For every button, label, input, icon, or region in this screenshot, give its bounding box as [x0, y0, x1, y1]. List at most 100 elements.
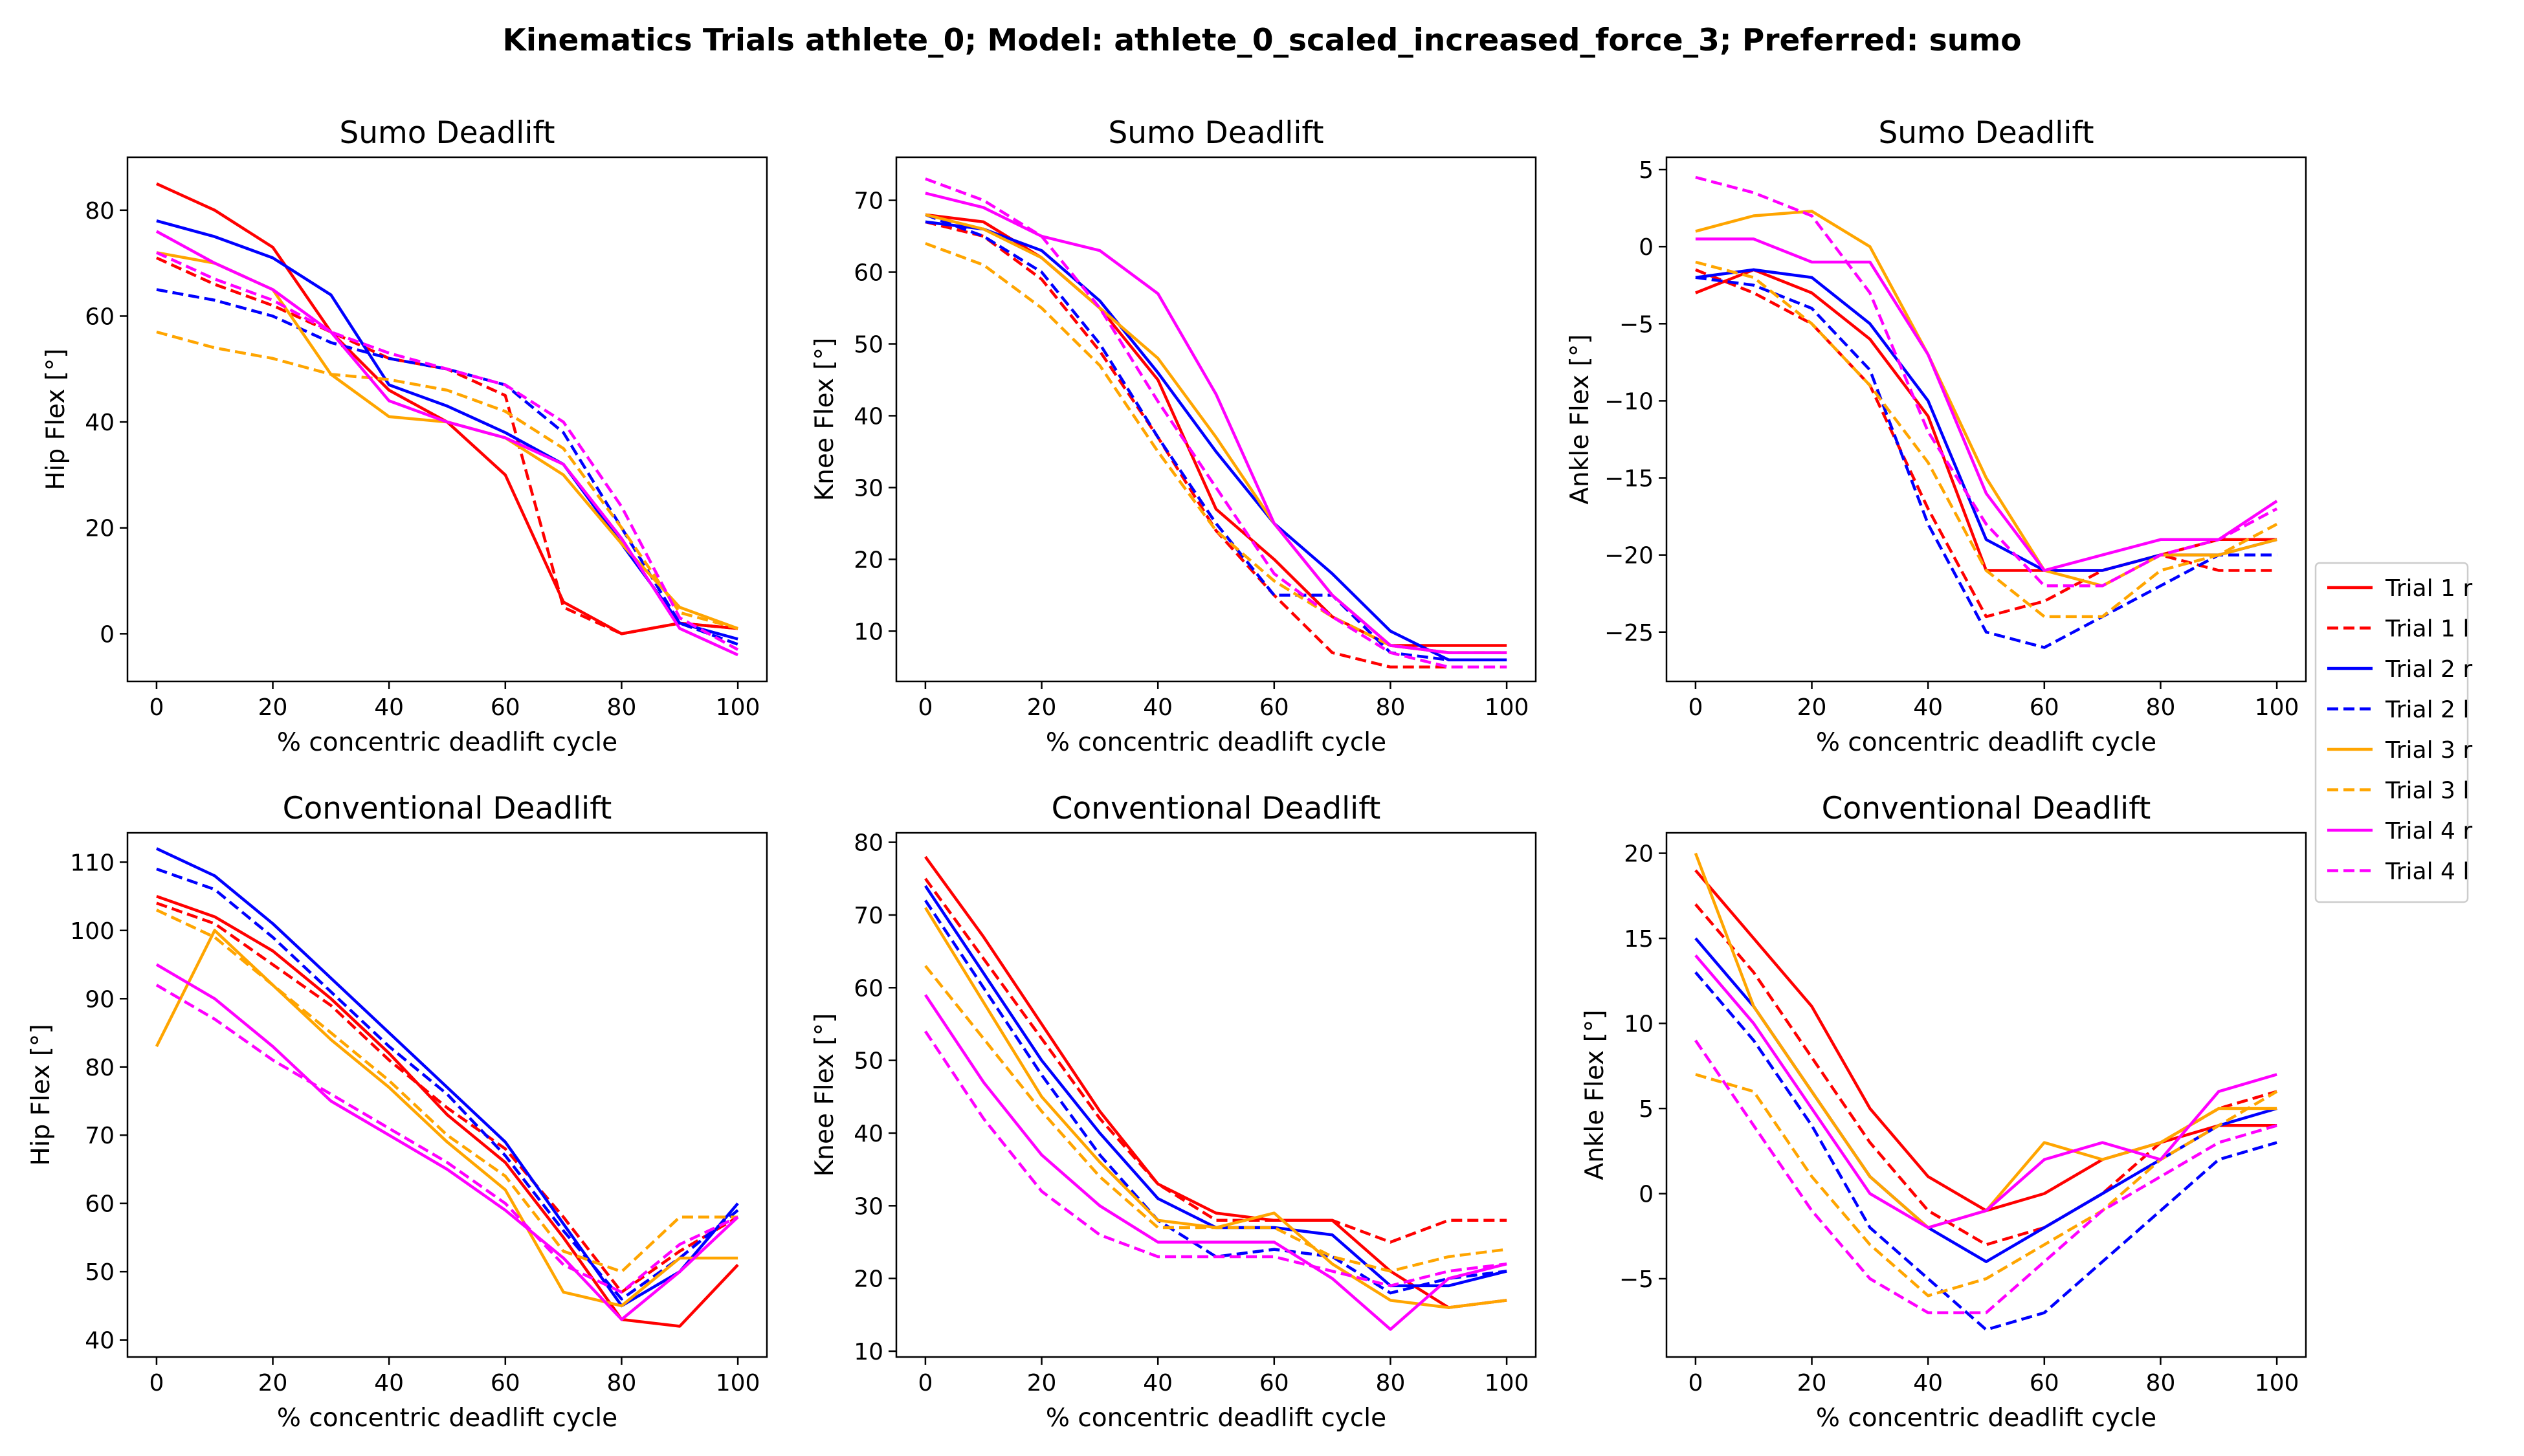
x-tick-label: 20 — [258, 1370, 288, 1396]
x-tick-label: 20 — [1797, 694, 1827, 721]
y-tick-label: 40 — [85, 410, 115, 436]
y-tick-label: 60 — [85, 1191, 115, 1218]
y-tick-label: 80 — [85, 198, 115, 225]
y-tick-label: 80 — [85, 1055, 115, 1081]
series-line-trial-3-r — [155, 929, 738, 1308]
y-tick-label: 10 — [854, 1339, 883, 1365]
subplot-title: Sumo Deadlift — [339, 115, 555, 151]
y-tick-label: −20 — [1604, 543, 1654, 569]
series-line-trial-4-l — [924, 1030, 1507, 1288]
series-line-trial-3-l — [156, 330, 738, 630]
y-tick-label: 40 — [85, 1328, 115, 1354]
series-line-trial-1-r — [925, 213, 1507, 647]
x-tick-label: 20 — [1027, 1370, 1057, 1396]
subplot-3: 0 20 40 60 80 100 −25 −20 −15 −10 −5 0 5 Sumo Deadlif… — [1566, 115, 2307, 757]
subplot-title: Sumo Deadlift — [1878, 115, 2094, 151]
series-line-trial-2-l — [156, 867, 739, 1301]
y-tick-label: 30 — [854, 475, 883, 502]
subplot-title: Conventional Deadlift — [1052, 791, 1381, 826]
series-lines — [155, 182, 739, 657]
x-tick-label: 80 — [1376, 1370, 1406, 1396]
y-tick-label: 10 — [854, 619, 883, 645]
series-line-trial-4-l — [155, 251, 739, 651]
y-tick-label: 70 — [85, 1123, 115, 1149]
x-tick-label: 0 — [149, 1370, 164, 1396]
x-tick-label: 20 — [1797, 1370, 1827, 1396]
axes-frame — [126, 156, 768, 683]
series-line-trial-4-l — [925, 177, 1507, 669]
subplot-title: Conventional Deadlift — [283, 791, 612, 826]
x-tick-label: 0 — [918, 1370, 933, 1396]
y-tick-label: 30 — [854, 1193, 883, 1220]
axes-frame — [895, 832, 1537, 1358]
legend-label: Trial 2 r — [2385, 656, 2472, 683]
series-line-trial-2-r — [925, 220, 1507, 661]
y-tick-label: 40 — [854, 403, 883, 430]
series-line-trial-2-l — [924, 899, 1507, 1295]
y-tick-label: −5 — [1619, 1266, 1654, 1293]
x-tick-label: 0 — [918, 694, 933, 721]
y-axis-label: Knee Flex [°] — [810, 338, 839, 502]
series-line-trial-3-l — [155, 909, 738, 1274]
legend-item: Trial 1 r — [2327, 575, 2472, 602]
series-line-trial-1-l — [925, 220, 1507, 669]
x-tick-label: 60 — [2030, 1370, 2059, 1396]
x-tick-label: 60 — [491, 694, 520, 721]
y-tick-label: 70 — [854, 188, 883, 215]
series-line-trial-3-l — [924, 965, 1507, 1273]
x-tick-label: 100 — [2255, 694, 2299, 721]
y-tick-label: 20 — [854, 1266, 883, 1293]
y-tick-label: 0 — [1639, 234, 1654, 261]
x-tick-label: 100 — [716, 1370, 760, 1396]
legend-label: Trial 2 l — [2385, 697, 2469, 723]
x-tick-label: 40 — [1143, 1370, 1173, 1396]
x-tick-label: 80 — [607, 1370, 637, 1396]
y-tick-label: 5 — [1639, 1096, 1654, 1123]
y-axis-label: Knee Flex [°] — [810, 1013, 839, 1177]
legend-label: Trial 3 l — [2385, 778, 2469, 804]
y-tick-label: 70 — [854, 903, 883, 929]
y-tick-label: 50 — [854, 331, 883, 358]
x-tick-label: 0 — [149, 694, 164, 721]
x-axis-label: % concentric deadlift cycle — [1046, 1404, 1386, 1433]
x-axis-label: % concentric deadlift cycle — [277, 1404, 617, 1433]
y-tick-label: 40 — [854, 1121, 883, 1147]
y-axis-label: Ankle Flex [°] — [1580, 1009, 1610, 1180]
x-tick-label: 0 — [1688, 694, 1703, 721]
y-tick-label: 20 — [1624, 841, 1654, 868]
x-tick-label: 80 — [607, 694, 637, 721]
series-line-trial-2-r — [155, 847, 739, 1308]
series-line-trial-3-l — [1695, 260, 2278, 619]
series-line-trial-1-l — [156, 901, 739, 1294]
series-line-trial-4-r — [155, 230, 739, 657]
axes-frame — [126, 832, 768, 1358]
subplot-4: 0 20 40 60 80 100 40 50 60 70 80 90 100 110 Convention… — [27, 791, 768, 1433]
legend: Trial 1 r Trial 1 l Trial 2 r Trial 2 l Tria… — [2314, 562, 2472, 903]
x-tick-label: 100 — [2255, 1370, 2299, 1396]
y-tick-label: 60 — [854, 260, 883, 287]
legend-label: Trial 1 l — [2385, 616, 2469, 643]
series-lines — [924, 855, 1507, 1331]
y-tick-label: 90 — [85, 986, 115, 1013]
series-line-trial-4-l — [1695, 175, 2278, 588]
y-tick-label: 110 — [70, 850, 115, 876]
y-tick-label: 0 — [1639, 1182, 1654, 1208]
series-line-trial-4-r — [925, 192, 1507, 654]
y-tick-label: 50 — [854, 1048, 883, 1075]
y-tick-label: 60 — [85, 303, 115, 330]
legend-label: Trial 4 l — [2385, 859, 2469, 885]
series-line-trial-1-r — [156, 894, 739, 1328]
series-line-trial-3-l — [1695, 1073, 2278, 1297]
x-tick-label: 40 — [374, 1370, 404, 1396]
x-tick-label: 80 — [2146, 694, 2176, 721]
series-line-trial-1-l — [1695, 268, 2277, 619]
x-tick-label: 100 — [1485, 1370, 1529, 1396]
series-lines — [155, 847, 739, 1328]
series-lines — [925, 177, 1507, 669]
legend-item: Trial 2 l — [2327, 697, 2469, 723]
figure-title: Kinematics Trials athlete_0; Model: athl… — [503, 23, 2022, 58]
x-tick-label: 20 — [258, 694, 288, 721]
legend-label: Trial 3 r — [2385, 737, 2472, 764]
